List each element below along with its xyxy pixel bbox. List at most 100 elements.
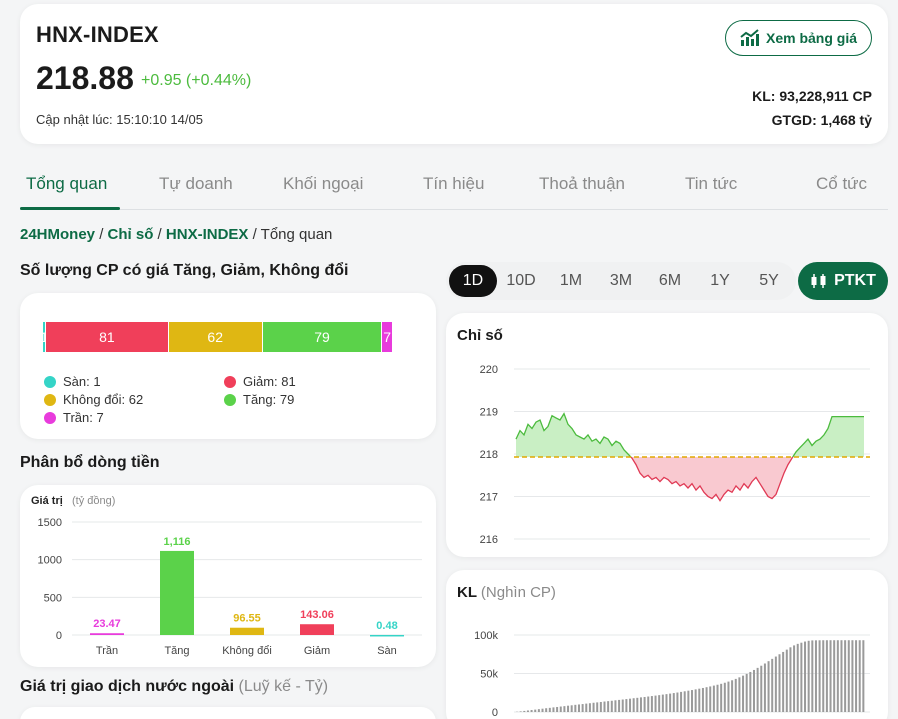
count-segment: 62 (168, 322, 263, 352)
volume-bar (701, 687, 704, 712)
index-chart-card: Chỉ số 216 217 218 219 220 (446, 313, 888, 557)
volume-bar (570, 705, 573, 712)
flow-yunit: (tỷ đồng) (72, 495, 115, 507)
volume-bar (567, 705, 570, 712)
volume-bar (836, 640, 839, 712)
y-tick-label: 217 (480, 492, 498, 504)
volume-bar (745, 673, 748, 712)
count-segment: 1 (43, 322, 46, 352)
tab-signals[interactable]: Tín hiệu (423, 174, 485, 193)
volume-bar (556, 706, 559, 712)
tab-overview[interactable]: Tổng quan (26, 174, 108, 193)
tab-foreign[interactable]: Khối ngoại (283, 174, 364, 193)
volume-bar (545, 708, 548, 712)
tab-negotiated[interactable]: Thoả thuận (539, 174, 626, 193)
period-1d[interactable]: 1D (449, 265, 497, 297)
index-title: HNX-INDEX (36, 22, 159, 47)
breadcrumb: 24HMoney / Chỉ số / HNX-INDEX / Tổng qua… (20, 226, 332, 243)
volume-bar (636, 697, 639, 712)
index-line-up (515, 412, 864, 457)
y-tick-label: 218 (480, 449, 498, 461)
volume-bar (625, 699, 628, 712)
unchanged-dot-icon (44, 393, 56, 406)
volume-bar (829, 640, 832, 712)
volume-unit: (Nghìn CP) (480, 584, 556, 601)
legend-increase-label: Tăng: 79 (243, 392, 295, 407)
index-intraday-chart: 216 217 218 219 220 (480, 364, 870, 546)
volume-bar (559, 706, 562, 712)
volume-bar (847, 640, 850, 712)
legend-floor: Sàn: 1 (44, 374, 101, 389)
period-3m[interactable]: 3M (609, 272, 633, 289)
volume-bar (840, 640, 843, 712)
volume-bar (548, 707, 551, 712)
tab-news[interactable]: Tin tức (685, 174, 738, 193)
ceiling-dot-icon (44, 411, 56, 424)
breadcrumb-indices[interactable]: Chỉ số (107, 226, 154, 243)
price-board-button[interactable]: Xem bảng giá (725, 20, 872, 56)
y-tick-label: 216 (480, 534, 498, 546)
volume-bar (833, 640, 836, 712)
volume-title: KL (457, 584, 477, 601)
stock-counts-bar: 18162797 (43, 322, 393, 352)
legend-floor-label: Sàn: 1 (63, 374, 101, 389)
volume-bar (658, 695, 661, 712)
update-time: Cập nhật lúc: 15:10:10 14/05 (36, 112, 203, 127)
volume-bar (793, 645, 796, 712)
period-10d[interactable]: 10D (506, 272, 536, 289)
breadcrumb-current: Tổng quan (260, 226, 333, 243)
volume-bar (862, 640, 865, 712)
tab-proprietary[interactable]: Tự doanh (159, 174, 233, 193)
volume-bar (789, 647, 792, 712)
flow-value-label: 96.55 (233, 613, 261, 625)
increase-dot-icon (224, 393, 236, 406)
volume-bar (785, 649, 788, 712)
volume-bar (585, 703, 588, 712)
breadcrumb-index[interactable]: HNX-INDEX (165, 226, 249, 243)
tab-dividends[interactable]: Cổ tức (816, 174, 868, 193)
volume-stat: KL: 93,228,911 CP (752, 88, 872, 104)
volume-bar (763, 663, 766, 712)
volume-bar (643, 696, 646, 712)
volume-bar (537, 709, 540, 712)
volume-bar (818, 640, 821, 712)
volume-bar (734, 678, 737, 712)
foreign-trade-card (20, 707, 436, 719)
y-tick-label: 0 (56, 630, 62, 642)
period-5y[interactable]: 5Y (759, 272, 779, 289)
volume-bar (599, 701, 602, 712)
counts-section-title: Số lượng CP có giá Tăng, Giảm, Không đổi (20, 262, 349, 279)
volume-bar (592, 702, 595, 712)
volume-bar (526, 710, 529, 712)
volume-bar (756, 667, 759, 712)
period-1y[interactable]: 1Y (710, 272, 730, 289)
volume-bar (588, 703, 591, 712)
flow-category-label: Giảm (304, 645, 330, 657)
volume-bar (614, 700, 617, 712)
count-segment: 79 (262, 322, 383, 352)
legend-increase: Tăng: 79 (224, 392, 294, 407)
volume-chart-card: KL (Nghìn CP) 0 50k 100k (446, 570, 888, 719)
value-stat: GTGD: 1,468 tỷ (771, 112, 872, 128)
flow-ylabel: Giá trị (31, 495, 63, 507)
count-segment: 81 (45, 322, 169, 352)
volume-bar (530, 709, 533, 712)
volume-bar (712, 685, 715, 712)
breadcrumb-separator: / (248, 226, 261, 243)
flow-bar (230, 627, 264, 635)
volume-bar (563, 706, 566, 712)
volume-bar (811, 640, 814, 712)
breadcrumb-home[interactable]: 24HMoney (20, 226, 96, 243)
volume-bar (778, 654, 781, 712)
volume-bar (639, 697, 642, 712)
volume-bar (855, 640, 858, 712)
volume-chart-title: KL (Nghìn CP) (457, 584, 556, 601)
flow-value-label: 23.47 (93, 618, 121, 630)
technical-analysis-button[interactable]: PTKT (798, 262, 888, 300)
volume-bar (654, 695, 657, 712)
foreign-title: Giá trị giao dịch nước ngoài (20, 678, 235, 695)
y-tick-label: 0 (492, 707, 498, 719)
index-change: +0.95 (+0.44%) (141, 72, 252, 89)
period-6m[interactable]: 6M (658, 272, 682, 289)
period-1m[interactable]: 1M (559, 272, 583, 289)
